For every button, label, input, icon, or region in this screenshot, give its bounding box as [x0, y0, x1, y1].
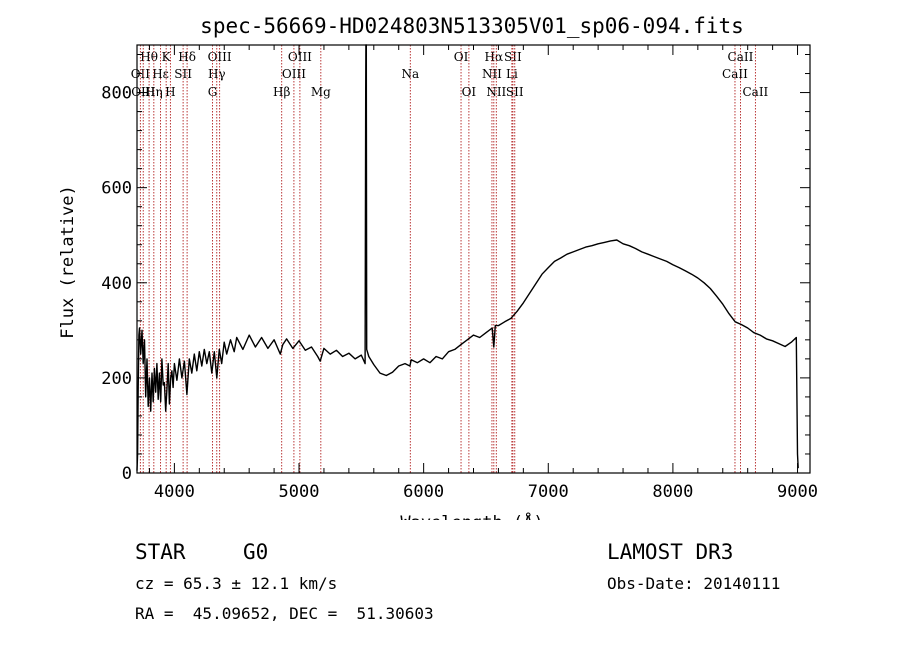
x-tick-label: 8000: [652, 482, 693, 502]
line-marker-label: CaII: [728, 50, 754, 64]
line-marker-label: Li: [506, 67, 518, 81]
flux-series-line: [136, 44, 799, 471]
x-tick-label: 9000: [777, 482, 818, 502]
coordinates: RA = 45.09652, DEC = 51.30603: [135, 604, 434, 623]
line-marker-label: CaII: [722, 67, 748, 81]
y-tick-label: 0: [122, 464, 132, 484]
line-marker-label: Hη: [145, 85, 163, 99]
y-tick-label: 600: [101, 179, 132, 199]
line-marker-label: NII: [482, 67, 502, 81]
observation-date: Obs-Date: 20140111: [607, 574, 781, 593]
axis-ticks: 4000 5000 6000 7000 8000 9000 0 200 400 600 800: [101, 45, 818, 502]
plot-frame: [136, 44, 811, 474]
line-marker-label: H: [165, 85, 175, 99]
line-marker-label: CaII: [742, 85, 768, 99]
x-tick-label: 6000: [403, 482, 444, 502]
object-class: STAR: [135, 540, 186, 564]
object-subclass: G0: [243, 540, 269, 564]
line-marker-label: NII: [486, 85, 506, 99]
y-tick-label: 200: [101, 369, 132, 389]
x-tick-label: 5000: [279, 482, 320, 502]
x-tick-label: 4000: [154, 482, 195, 502]
line-marker-label: SII: [174, 67, 192, 81]
line-marker-label: OI: [462, 85, 477, 99]
line-marker-label: Hγ: [208, 67, 226, 81]
line-marker-label: OIII: [288, 50, 312, 64]
line-marker-label: Hδ: [178, 50, 196, 64]
line-marker-label: OIII: [208, 50, 232, 64]
x-tick-label: 7000: [528, 482, 569, 502]
redshift-cz: cz = 65.3 ± 12.1 km/s: [135, 574, 338, 593]
y-tick-label: 800: [101, 84, 132, 104]
line-marker-label: SII: [506, 85, 524, 99]
line-marker-label: Hβ: [273, 85, 290, 99]
line-marker-label: Mg: [311, 85, 331, 99]
y-axis-label: Flux (relative): [58, 185, 78, 339]
y-tick-label: 400: [101, 274, 132, 294]
spectrum-chart: spec-56669-HD024803N513305V01_sp06-094.f…: [58, 14, 818, 520]
line-marker-label: OIII: [282, 67, 306, 81]
line-marker-label: Hα: [485, 50, 504, 64]
survey-name: LAMOST DR3: [607, 540, 734, 564]
x-axis-label: Wavelength (Å): [400, 511, 543, 520]
line-marker-label: OI: [454, 50, 469, 64]
line-marker-label: K: [162, 50, 172, 64]
line-marker-label: G: [208, 85, 218, 99]
chart-title: spec-56669-HD024803N513305V01_sp06-094.f…: [200, 14, 744, 38]
line-marker-label: Hε: [152, 67, 169, 81]
line-marker-label: SII: [504, 50, 522, 64]
line-marker-label: Na: [401, 67, 419, 81]
